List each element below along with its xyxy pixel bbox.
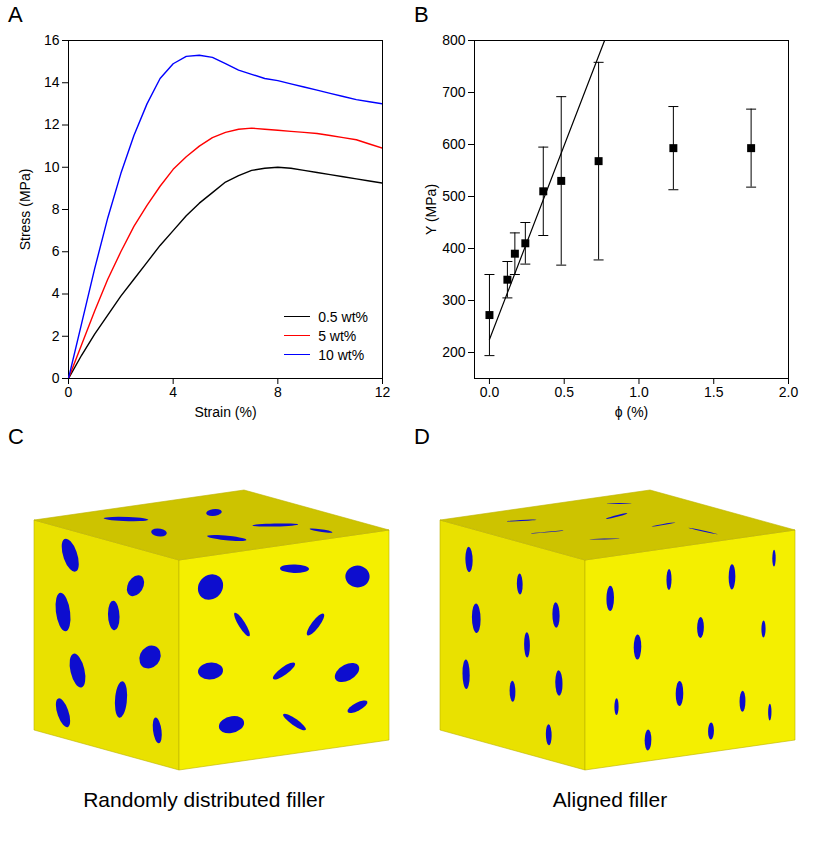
svg-text:12: 12 <box>44 116 60 132</box>
svg-text:Strain (%): Strain (%) <box>194 404 256 420</box>
html-text:A: A <box>8 2 23 27</box>
svg-text:10: 10 <box>44 159 60 175</box>
svg-text:8: 8 <box>274 384 282 400</box>
html-text:5 wt%: 5 wt% <box>318 327 357 344</box>
svg-text:600: 600 <box>442 136 466 152</box>
svg-text:12: 12 <box>375 384 391 400</box>
svg-text:ϕ (%): ϕ (%) <box>615 404 649 420</box>
svg-text:700: 700 <box>442 84 466 100</box>
html-text:0.5 wt%: 0.5 wt% <box>318 308 368 325</box>
svg-text:14: 14 <box>44 74 60 90</box>
svg-text:0.5: 0.5 <box>554 384 574 400</box>
html-text:B: B <box>414 2 429 27</box>
svg-text:2.0: 2.0 <box>779 384 799 400</box>
svg-text:500: 500 <box>442 188 466 204</box>
svg-text:400: 400 <box>442 240 466 256</box>
html-text:D: D <box>414 424 430 449</box>
html-text:C: C <box>8 424 24 449</box>
html-text:Randomly distributed filler: Randomly distributed filler <box>83 788 325 811</box>
svg-text:800: 800 <box>442 32 466 48</box>
svg-text:300: 300 <box>442 292 466 308</box>
svg-text:16: 16 <box>44 32 60 48</box>
svg-text:0: 0 <box>52 370 60 386</box>
svg-text:1.5: 1.5 <box>704 384 724 400</box>
svg-text:4: 4 <box>52 285 60 301</box>
svg-text:4: 4 <box>169 384 177 400</box>
svg-text:Stress (MPa): Stress (MPa) <box>17 169 33 251</box>
svg-text:2: 2 <box>52 328 60 344</box>
svg-text:1.0: 1.0 <box>629 384 649 400</box>
svg-text:0: 0 <box>65 384 73 400</box>
svg-text:200: 200 <box>442 344 466 360</box>
svg-text:0.0: 0.0 <box>480 384 500 400</box>
html-text:Aligned filler: Aligned filler <box>552 788 668 811</box>
svg-text:Y (MPa): Y (MPa) <box>423 184 439 235</box>
svg-text:8: 8 <box>52 201 60 217</box>
svg-text:6: 6 <box>52 243 60 259</box>
html-text:10 wt%: 10 wt% <box>318 346 365 363</box>
